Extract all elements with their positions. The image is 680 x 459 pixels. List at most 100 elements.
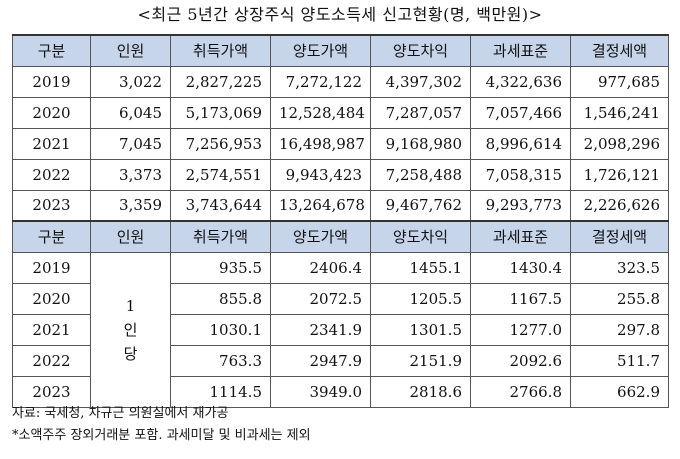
transfer-cell: 2406.4 [270,251,371,284]
column-header: 인원 [90,34,171,67]
year-cell: 2021 [12,127,91,160]
tax-cell: 297.8 [570,313,669,346]
column-header: 과세표준 [470,220,571,253]
tax-base-cell: 4,322,636 [470,65,571,98]
gain-cell: 1301.5 [370,313,471,346]
gain-cell: 7,287,057 [370,96,471,129]
table-row: 2023 1114.5 3949.0 2818.6 2766.8 662.9 [12,375,669,408]
tax-base-cell: 7,058,315 [470,158,571,191]
tax-cell: 662.9 [570,375,669,408]
table-row: 2022 3,373 2,574,551 9,943,423 7,258,488 7,05… [12,158,669,191]
acquisition-cell: 5,173,069 [170,96,271,129]
gain-cell: 4,397,302 [370,65,471,98]
totals-header-row: 구분 인원 취득가액 양도가액 양도차익 과세표준 결정세액 [12,34,669,67]
table-row: 2019 1 인 당 935.5 2406.4 1455.1 1430.4 323.5 [12,251,669,408]
acquisition-cell: 935.5 [170,251,271,284]
year-cell: 2023 [12,189,91,222]
people-cell: 3,359 [90,189,171,222]
tax-base-cell: 2092.6 [470,344,571,377]
gain-cell: 1455.1 [370,251,471,284]
footnote: *소액주주 장외거래분 포함. 과세미달 및 비과세는 제외 [12,428,311,443]
column-header: 양도차익 [370,34,471,67]
people-cell: 6,045 [90,96,171,129]
transfer-cell: 3949.0 [270,375,371,408]
year-cell: 2020 [12,96,91,129]
acquisition-cell: 2,827,225 [170,65,271,98]
gain-cell: 9,168,980 [370,127,471,160]
people-cell: 7,045 [90,127,171,160]
transfer-cell: 7,272,122 [270,65,371,98]
acquisition-cell: 2,574,551 [170,158,271,191]
column-header: 구분 [12,220,91,253]
table-row: 2023 3,359 3,743,644 13,264,678 9,467,762 9,2… [12,189,669,222]
acquisition-cell: 1114.5 [170,375,271,408]
column-header: 결정세액 [570,34,669,67]
acquisition-cell: 7,256,953 [170,127,271,160]
column-header: 양도가액 [270,220,371,253]
year-cell: 2022 [12,158,91,191]
year-cell: 2020 [12,282,91,315]
table-row: 2020 855.8 2072.5 1205.5 1167.5 255.8 [12,282,669,315]
acquisition-cell: 763.3 [170,344,271,377]
acquisition-cell: 855.8 [170,282,271,315]
gain-cell: 2818.6 [370,375,471,408]
notes: 자료: 국세청, 차규근 의원실에서 재가공 *소액주주 장외거래분 포함. 과… [12,403,311,447]
table-title: <최근 5년간 상장주식 양도소득세 신고현황(명, 백만원)> [137,5,543,24]
year-cell: 2021 [12,313,91,346]
source-note: 자료: 국세청, 차규근 의원실에서 재가공 [12,406,229,421]
tax-cell: 977,685 [570,65,669,98]
year-cell: 2019 [12,65,91,98]
people-cell: 3,373 [90,158,171,191]
year-cell: 2023 [12,375,91,408]
tax-base-cell: 1277.0 [470,313,571,346]
column-header: 양도차익 [370,220,471,253]
tax-cell: 2,226,626 [570,189,669,222]
acquisition-cell: 1030.1 [170,313,271,346]
column-header: 결정세액 [570,220,669,253]
acquisition-cell: 3,743,644 [170,189,271,222]
tax-cell: 1,546,241 [570,96,669,129]
tax-cell: 2,098,296 [570,127,669,160]
column-header: 양도가액 [270,34,371,67]
per-person-header-row: 구분 인원 취득가액 양도가액 양도차익 과세표준 결정세액 [12,220,669,253]
transfer-cell: 9,943,423 [270,158,371,191]
per-person-label-char: 인 [123,320,138,339]
table-row: 2021 1030.1 2341.9 1301.5 1277.0 297.8 [12,313,669,346]
tax-base-cell: 7,057,466 [470,96,571,129]
tax-cell: 1,726,121 [570,158,669,191]
gain-cell: 1205.5 [370,282,471,315]
tax-base-cell: 1167.5 [470,282,571,315]
column-header: 취득가액 [170,34,271,67]
transfer-cell: 12,528,484 [270,96,371,129]
tax-base-cell: 1430.4 [470,251,571,284]
per-person-label-char: 당 [123,344,138,363]
tax-base-cell: 9,293,773 [470,189,571,222]
column-header: 취득가액 [170,220,271,253]
tax-base-cell: 8,996,614 [470,127,571,160]
gain-cell: 9,467,762 [370,189,471,222]
transfer-cell: 2947.9 [270,344,371,377]
people-cell: 3,022 [90,65,171,98]
transfer-cell: 16,498,987 [270,127,371,160]
transfer-cell: 2341.9 [270,313,371,346]
tax-base-cell: 2766.8 [470,375,571,408]
table-row: 2019 3,022 2,827,225 7,272,122 4,397,302 4,32… [12,65,669,98]
transfer-cell: 2072.5 [270,282,371,315]
tax-cell: 511.7 [570,344,669,377]
year-cell: 2022 [12,344,91,377]
tax-report-table: 구분 인원 취득가액 양도가액 양도차익 과세표준 결정세액 2019 3,022 2,827,2… [12,34,669,408]
column-header: 과세표준 [470,34,571,67]
table-row: 2020 6,045 5,173,069 12,528,484 7,287,057 7,0… [12,96,669,129]
tax-cell: 255.8 [570,282,669,315]
column-header: 인원 [90,220,171,253]
tax-cell: 323.5 [570,251,669,284]
transfer-cell: 13,264,678 [270,189,371,222]
gain-cell: 7,258,488 [370,158,471,191]
table-row: 2022 763.3 2947.9 2151.9 2092.6 511.7 [12,344,669,377]
per-person-label-char: 1 [125,296,136,315]
column-header: 구분 [12,34,91,67]
year-cell: 2019 [12,251,91,284]
table-row: 2021 7,045 7,256,953 16,498,987 9,168,980 8,9… [12,127,669,160]
gain-cell: 2151.9 [370,344,471,377]
